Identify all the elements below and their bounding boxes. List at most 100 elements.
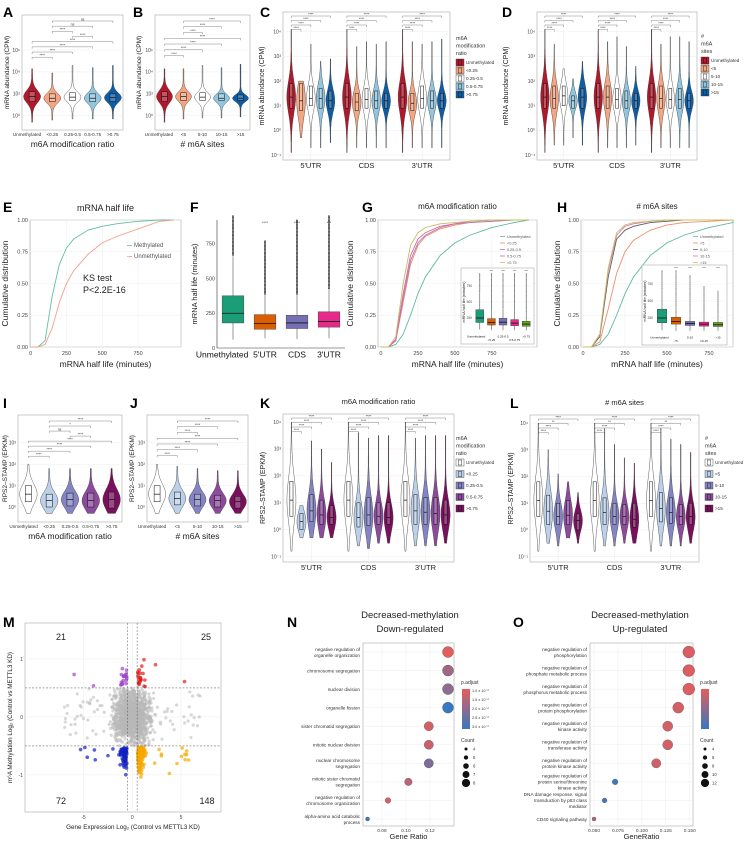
chart-title: Decreased-methylation [591,610,689,621]
outlier-point [689,306,691,308]
scatter-point [189,713,193,717]
scatter-point [115,728,119,732]
violin-box [25,485,32,502]
scatter-point [147,742,151,746]
violin [61,468,79,514]
outlier-point [502,302,504,304]
scatter-point-bottom-left [78,747,83,752]
x-tick-label: 0.150 [684,828,696,834]
scatter-point [158,720,162,724]
term-label: negative regulation of [542,758,588,763]
outlier-point [689,289,691,290]
significance-bracket [598,29,608,32]
significance-bracket [49,430,71,434]
outlier-point [689,277,691,279]
scatter-point [63,720,67,724]
outlier-point [479,280,481,281]
plot-area [362,642,455,827]
legend-label: 10-15 [700,255,710,259]
outlier-point [717,296,719,297]
legend-swatch [700,72,710,81]
outlier-point [296,245,298,248]
outlier-point [525,296,527,298]
scatter-point-top-left [72,672,76,677]
significance-label: **** [39,54,45,58]
scatter-point-bottom-left [122,760,126,764]
scatter-point [109,733,113,737]
significance-bracket [31,41,114,44]
outlier-point [703,289,705,290]
outlier-point [232,229,234,231]
outlier-point [525,282,527,284]
outlier-point [502,280,504,282]
scatter-point [127,691,131,695]
violin [23,68,41,123]
enrichment-dot [601,797,608,804]
legend-label: 0.5-0.75 [466,84,483,89]
outlier-point [525,300,527,302]
violin [563,481,573,539]
outlier-point [525,279,527,281]
outlier-point [689,314,691,316]
legend-title: p.adjust [461,680,479,686]
outlier-point [525,290,527,291]
outlier-point [296,225,298,227]
outlier-point [479,280,481,282]
legend-label: >15 [700,261,706,265]
outlier-point [479,274,481,275]
significance-bracket [650,432,662,435]
outlier-point [514,284,515,286]
outlier-point [296,240,298,242]
violin [43,72,61,121]
violin [619,457,630,544]
scatter-point [110,705,114,709]
outlier-point [675,289,677,290]
scatter-point [143,690,147,694]
significance-bracket [651,20,680,23]
scatter-point-bottom-left [122,765,126,769]
panel-label: I [3,395,7,411]
y-tick-label: 10⁰ [527,128,535,134]
violin [420,435,431,547]
significance-label: **** [716,268,720,270]
legend-swatch [455,74,465,83]
violin-box [543,83,547,109]
scatter-point-top-left [124,681,128,686]
y-axis-label: mRNA abundance (CPM) [503,47,510,126]
outlier-point [491,272,492,274]
scatter-point [123,737,127,741]
outlier-point [717,301,719,303]
legend-swatch [700,56,710,65]
y-tick-label: 10¹ [9,483,17,489]
violin-box [677,88,682,109]
outlier-point [328,229,330,231]
scatter-point-bottom-left [92,748,97,752]
outlier-point [328,241,330,244]
scatter-point [102,729,106,733]
term-label: phosphorus metabolic process [523,690,587,695]
scatter-point [120,719,124,723]
significance-bracket [598,24,618,27]
outlier-point [479,288,481,290]
outlier-point [703,308,705,310]
scatter-point [121,708,125,712]
outlier-point [502,289,504,291]
outlier-point [689,275,691,277]
scatter-point [65,711,69,716]
outlier-point [514,300,515,302]
legend-title: sites [701,49,713,55]
scatter-point [142,714,146,718]
significance-bracket [348,431,359,434]
violin-box [400,83,405,109]
outlier-point [264,290,266,293]
outlier-point [525,290,527,292]
outlier-point [525,283,527,284]
panel-label: H [557,199,567,215]
outlier-point [717,309,719,311]
outlier-point [264,282,266,284]
outlier-point [502,292,504,293]
outlier-point [491,282,492,284]
outlier-point [328,222,330,224]
violin [40,468,59,514]
outlier-point [296,291,298,294]
